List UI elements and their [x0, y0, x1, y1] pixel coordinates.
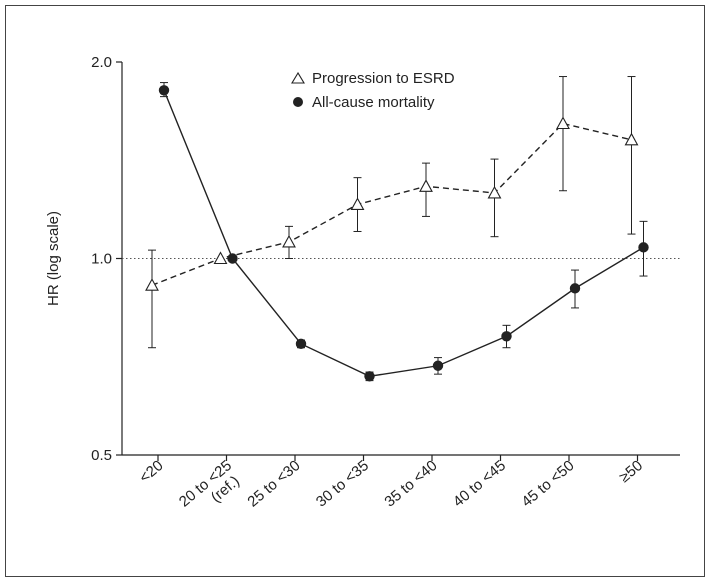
data-point-circle — [158, 85, 170, 96]
data-point-circle — [227, 253, 238, 264]
series-all-cause-mortality — [158, 82, 649, 382]
y-axis-title: HR (log scale) — [45, 211, 62, 306]
x-tick-label-group: 35 to <40 — [381, 457, 440, 511]
series-line — [163, 90, 644, 378]
x-tick-label: 40 to <45 — [450, 457, 509, 511]
y-tick-label: 0.5 — [91, 447, 112, 464]
data-point-triangle — [419, 179, 433, 192]
series-progression-to-esrd — [145, 76, 639, 349]
data-point-triangle — [213, 251, 228, 265]
legend-label: All-cause mortality — [312, 94, 435, 111]
data-point-triangle — [282, 234, 296, 248]
data-point-triangle — [350, 197, 365, 211]
legend-marker-circle — [293, 97, 303, 107]
data-point-triangle — [487, 185, 502, 199]
data-point-triangle — [624, 132, 639, 146]
y-tick-label: 1.0 — [91, 251, 112, 268]
data-point-circle — [569, 283, 581, 294]
legend: Progression to ESRD All-cause mortality — [291, 70, 455, 111]
x-tick-label-group: ≥50 — [616, 457, 646, 486]
legend-marker-triangle — [291, 71, 305, 84]
x-tick-label: 35 to <40 — [381, 457, 440, 511]
x-tick-label-group: <20 — [136, 457, 166, 486]
x-tick-label-group: 30 to <35 — [313, 457, 372, 511]
data-point-circle — [638, 242, 649, 253]
x-tick-label-group: 25 to <30 — [244, 457, 303, 511]
data-point-circle — [501, 331, 512, 342]
x-tick-label: 30 to <35 — [313, 457, 372, 511]
data-point-circle — [295, 338, 307, 350]
x-tick-label: 25 to <30 — [244, 457, 303, 511]
legend-label: Progression to ESRD — [312, 70, 455, 87]
x-tick-label: 45 to <50 — [518, 457, 577, 511]
data-point-circle — [432, 360, 444, 371]
series-layer — [145, 76, 649, 382]
x-tick-label-group: 45 to <50 — [518, 457, 577, 511]
data-point-triangle — [145, 278, 159, 291]
x-tick-label: ≥50 — [616, 457, 646, 486]
data-point-triangle — [556, 116, 570, 130]
axes: 2.0 1.0 0.5 <20 20 to <25(ref.) 25 to <30 30 t… — [91, 54, 680, 511]
x-tick-label-group: 20 to <25(ref.) — [176, 457, 243, 511]
data-point-circle — [364, 371, 375, 382]
x-tick-label-group: 40 to <45 — [450, 457, 509, 511]
y-tick-label: 2.0 — [91, 54, 112, 71]
x-tick-label: <20 — [136, 457, 166, 486]
